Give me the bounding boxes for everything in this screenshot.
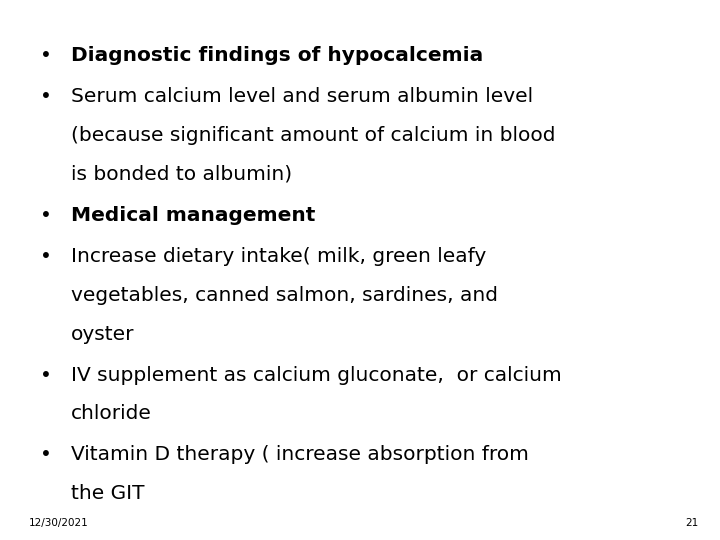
Text: chloride: chloride [71,404,151,423]
Text: •: • [40,206,51,225]
Text: Medical management: Medical management [71,206,315,225]
Text: •: • [40,366,51,384]
Text: 12/30/2021: 12/30/2021 [29,518,89,528]
Text: Increase dietary intake( milk, green leafy: Increase dietary intake( milk, green lea… [71,247,486,266]
Text: IV supplement as calcium gluconate,  or calcium: IV supplement as calcium gluconate, or c… [71,366,562,384]
Text: •: • [40,446,51,464]
Text: •: • [40,247,51,266]
Text: 21: 21 [685,518,698,528]
Text: is bonded to albumin): is bonded to albumin) [71,165,292,184]
Text: (because significant amount of calcium in blood: (because significant amount of calcium i… [71,126,555,145]
Text: •: • [40,87,51,106]
Text: vegetables, canned salmon, sardines, and: vegetables, canned salmon, sardines, and [71,286,498,305]
Text: oyster: oyster [71,325,134,343]
Text: Diagnostic findings of hypocalcemia: Diagnostic findings of hypocalcemia [71,46,483,65]
Text: •: • [40,46,51,65]
Text: the GIT: the GIT [71,484,144,503]
Text: Serum calcium level and serum albumin level: Serum calcium level and serum albumin le… [71,87,533,106]
Text: Vitamin D therapy ( increase absorption from: Vitamin D therapy ( increase absorption … [71,446,528,464]
